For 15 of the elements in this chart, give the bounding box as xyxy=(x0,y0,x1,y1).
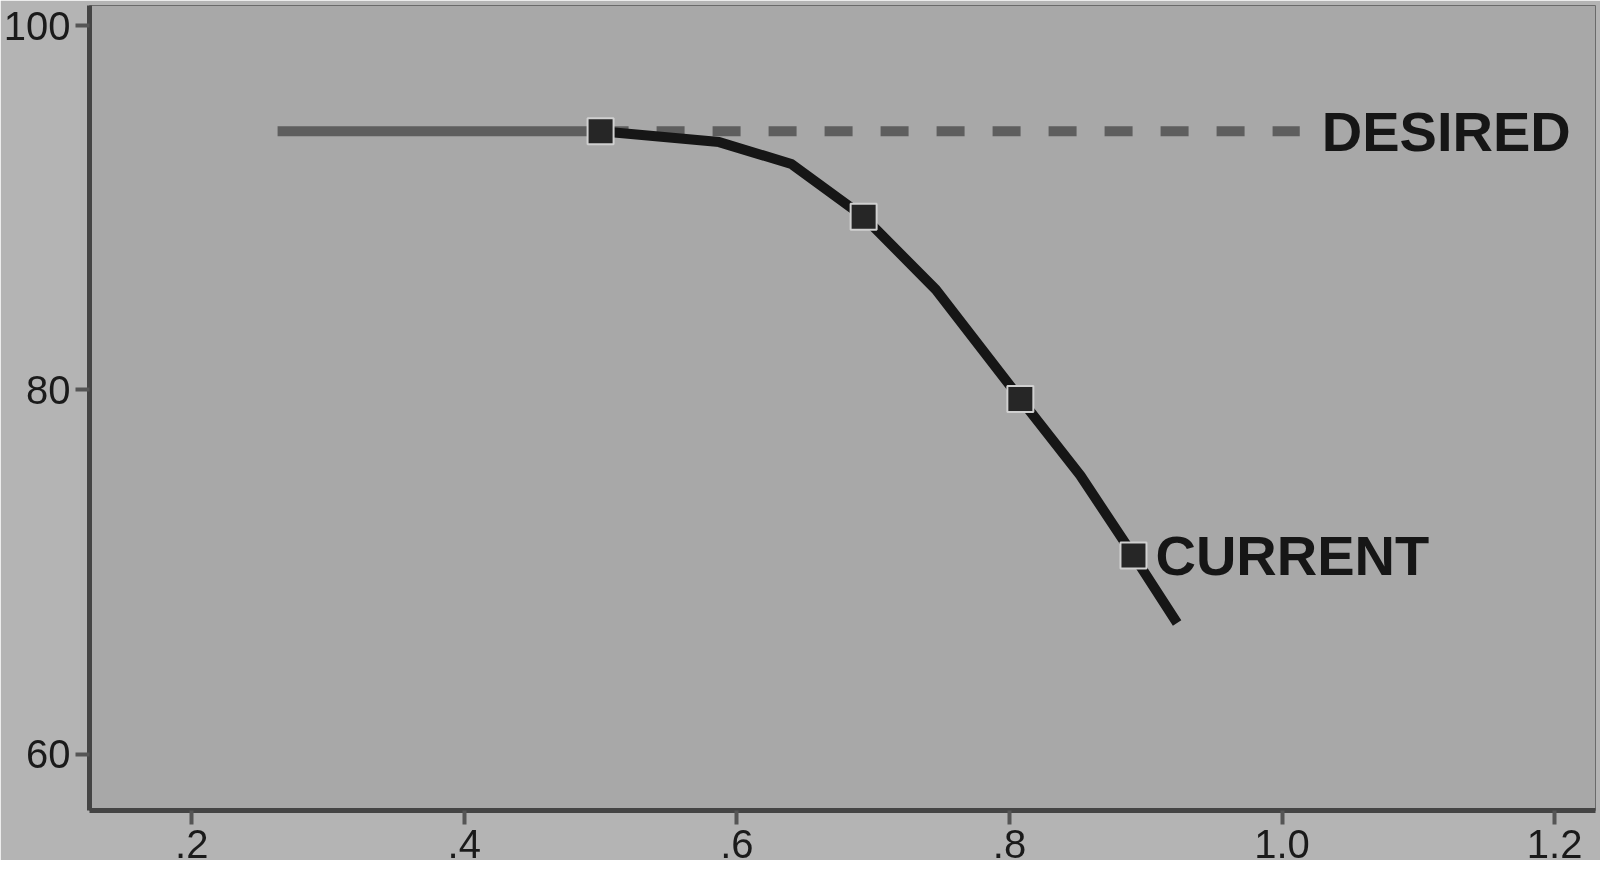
y-tick-label: 100 xyxy=(3,3,71,48)
x-tick-label: .4 xyxy=(447,821,481,866)
point xyxy=(849,202,878,231)
y-tick-label: 80 xyxy=(26,367,71,412)
x-tick-label: .8 xyxy=(992,821,1027,866)
x-tick-label: .6 xyxy=(720,821,754,866)
x-tick-label: 1.2 xyxy=(1526,821,1583,866)
y-tick-label: 60 xyxy=(26,732,71,777)
series-label: DESIRED xyxy=(1321,99,1571,163)
point xyxy=(1006,384,1035,413)
series-label: CURRENT xyxy=(1155,524,1430,588)
point xyxy=(1119,541,1148,570)
point xyxy=(586,117,615,146)
x-tick-label: .2 xyxy=(175,821,209,866)
x-tick-label: 1.0 xyxy=(1254,821,1310,866)
